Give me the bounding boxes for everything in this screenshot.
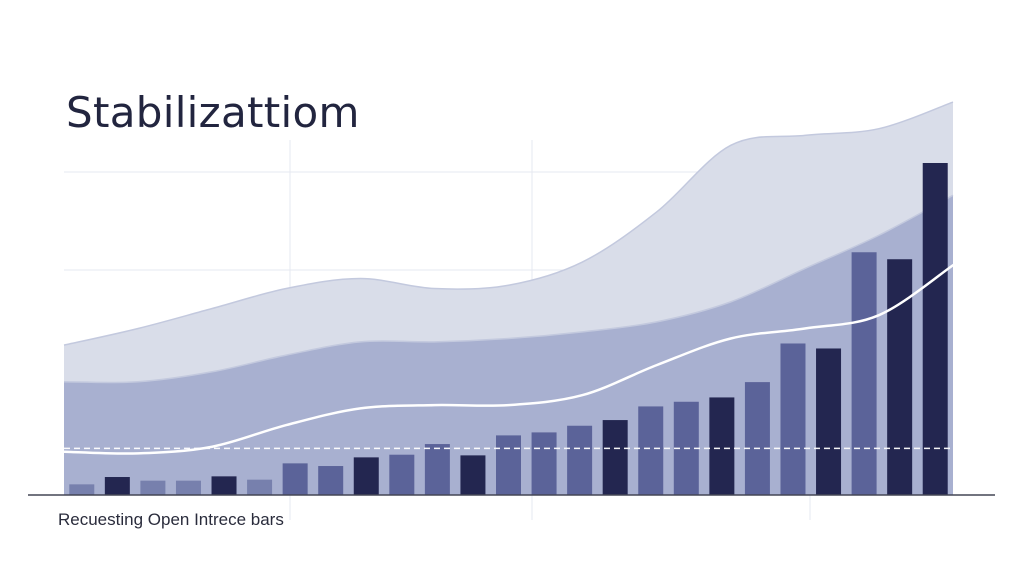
chart-title: Stabilizattiom	[66, 88, 360, 137]
bar-19	[709, 397, 735, 495]
bar-3	[140, 480, 166, 495]
bar-15	[567, 425, 593, 495]
area-band-edge-1	[63, 194, 954, 384]
bar-21	[780, 343, 806, 495]
bar-20	[744, 382, 770, 495]
bar-10	[389, 454, 415, 495]
bar-16	[602, 420, 628, 495]
bar-5	[211, 476, 237, 495]
bar-24	[887, 259, 913, 495]
bar-25	[922, 162, 948, 495]
chart-caption: Recuesting Open Intrece bars	[58, 510, 284, 529]
trend-line	[62, 263, 955, 455]
bar-2	[104, 477, 130, 495]
bar-1	[69, 484, 95, 495]
bar-9	[353, 457, 379, 495]
bar-12	[460, 455, 486, 495]
bar-23	[851, 252, 877, 495]
bar-17	[638, 406, 664, 495]
area-band-edge-0	[63, 101, 954, 346]
bar-13	[496, 435, 521, 495]
bar-6	[247, 479, 273, 495]
bar-7	[282, 463, 308, 495]
bar-4	[175, 480, 201, 495]
bar-11	[424, 444, 450, 495]
bar-14	[531, 432, 557, 495]
bar-8	[318, 466, 344, 495]
bar-22	[816, 348, 842, 495]
